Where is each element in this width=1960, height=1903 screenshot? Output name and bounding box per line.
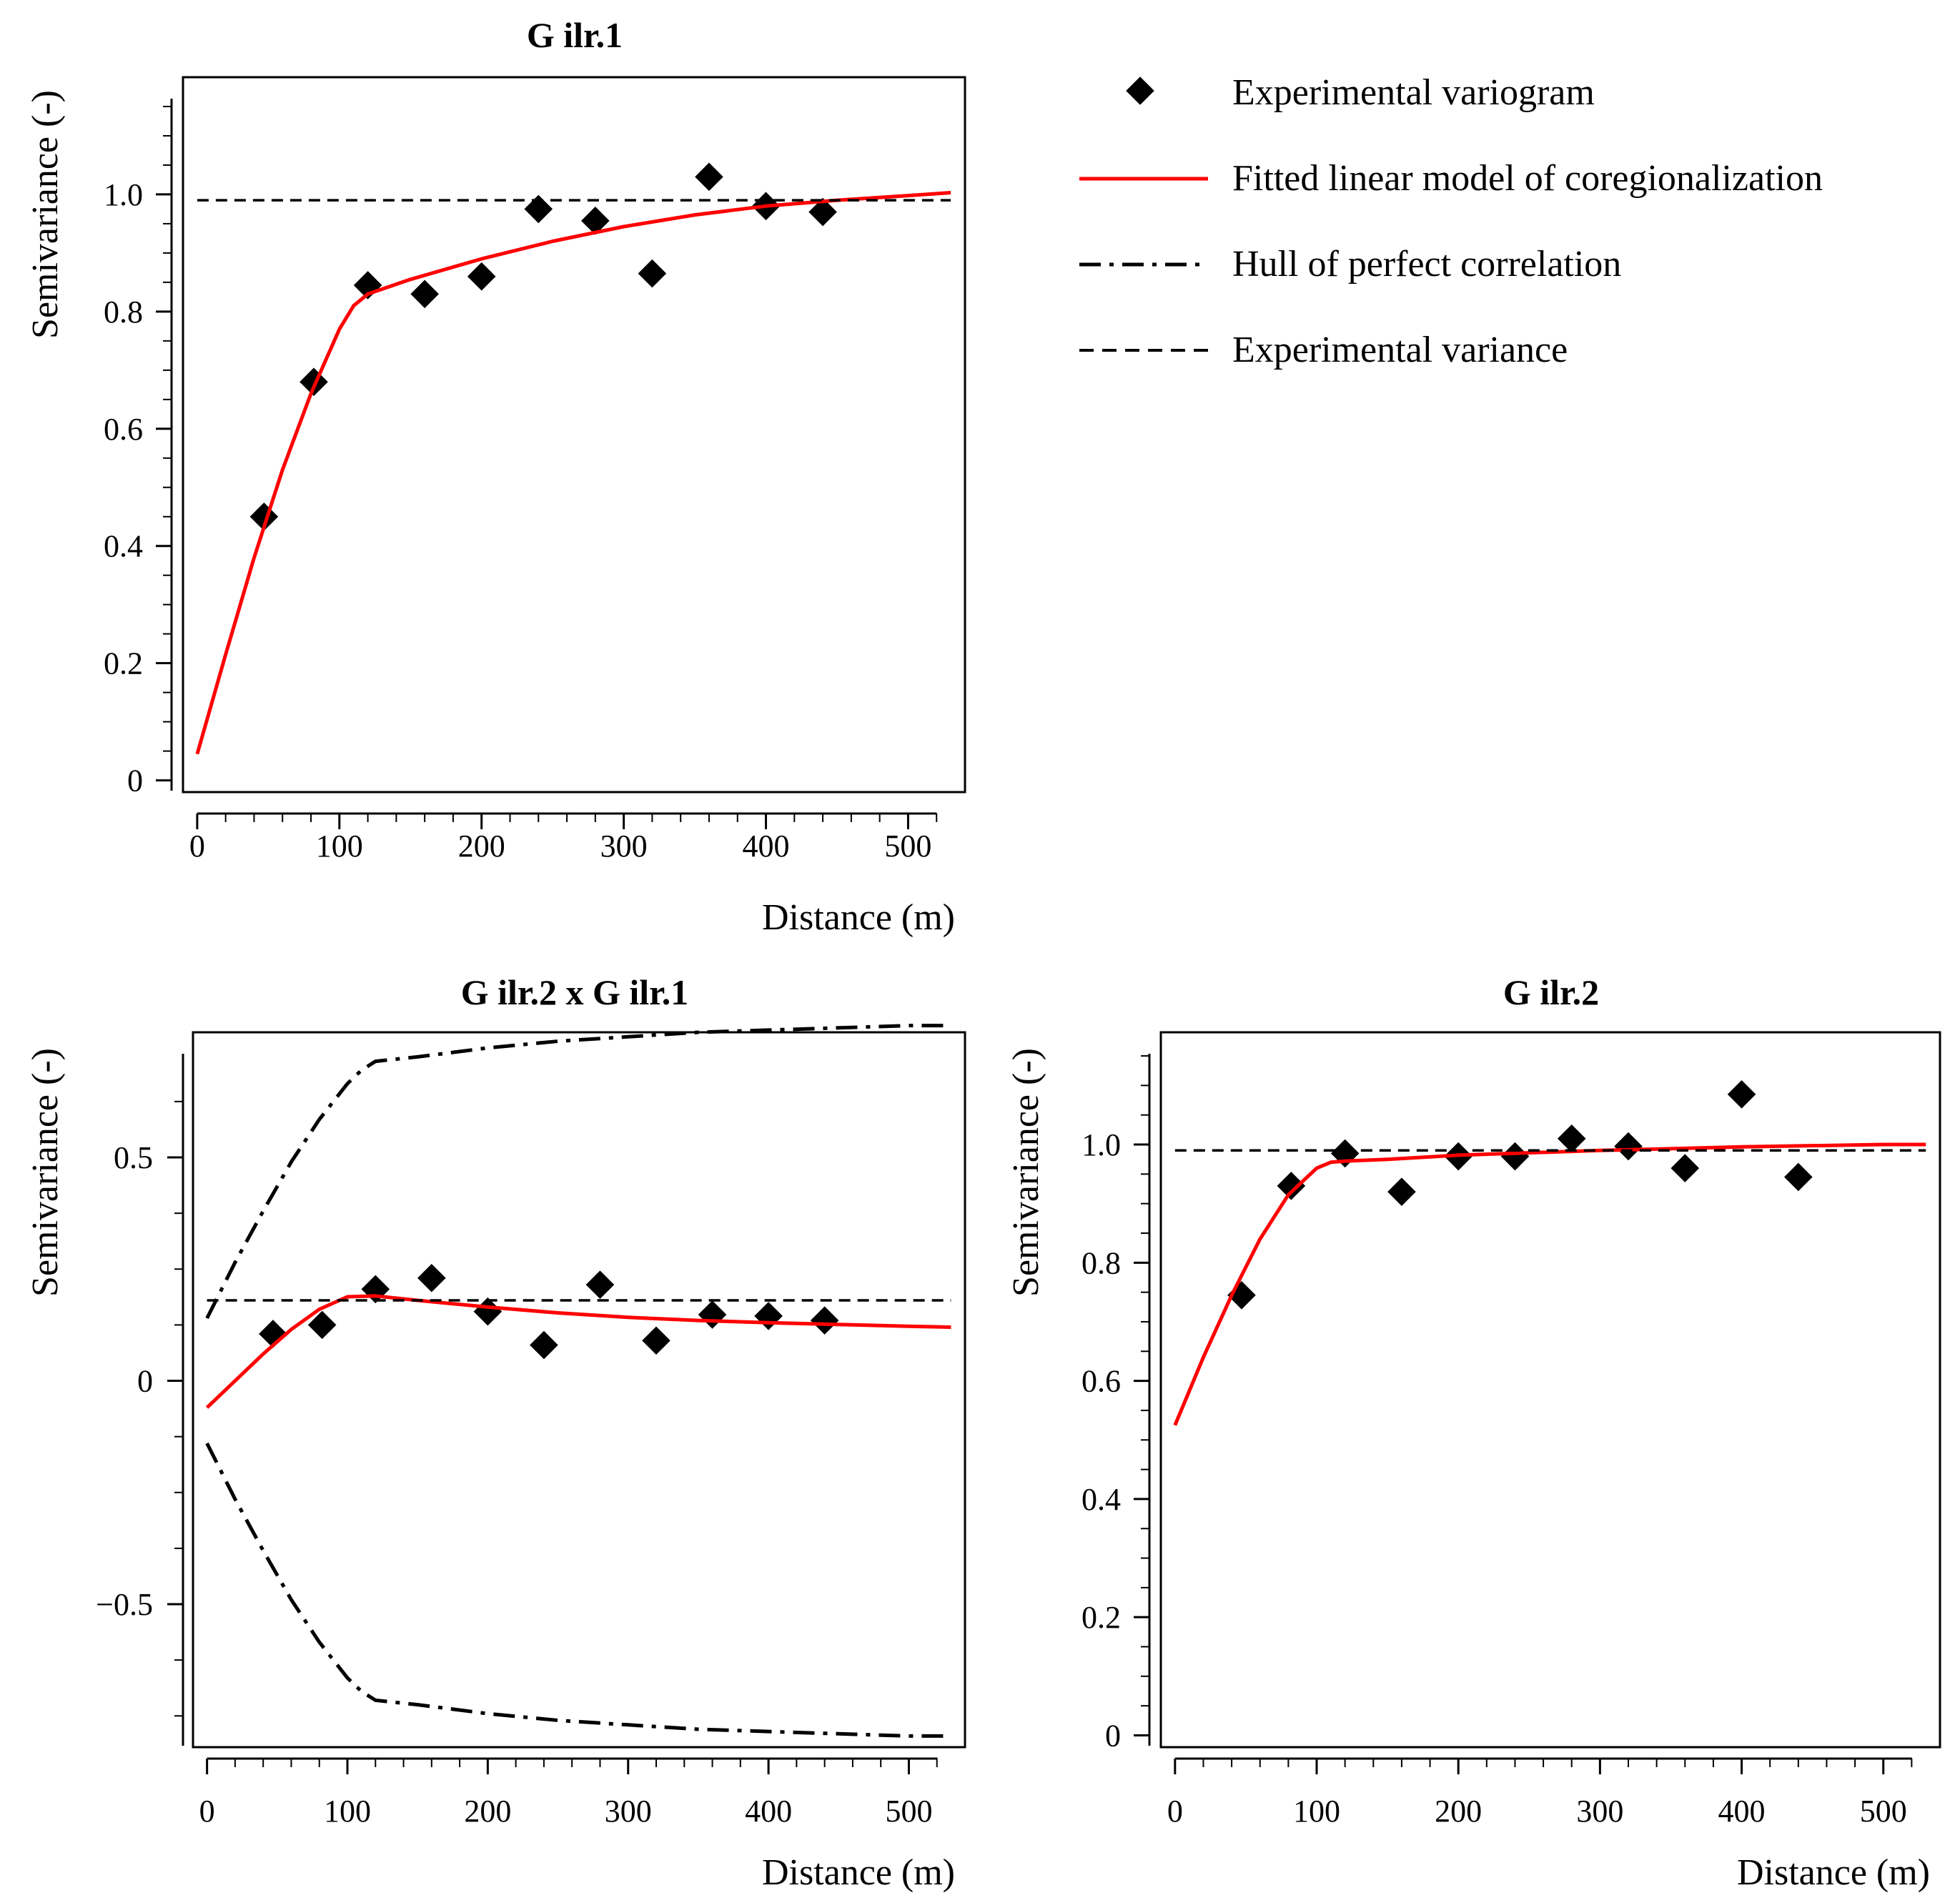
hull-line (205, 1442, 951, 1738)
y-tick-label: 0 (127, 763, 143, 799)
data-point (1784, 1162, 1813, 1192)
y-tick-label: 0.2 (1082, 1600, 1121, 1635)
legend-diamond-marker (1126, 76, 1154, 105)
data-point (473, 1297, 503, 1326)
y-tick-label: 0 (1105, 1718, 1121, 1753)
panel-g-ilr1: G ilr.1 0 100 200 300 400 500 0 0.2 0.4 0.6 0.8 1.0… (25, 15, 966, 938)
x-tick-label: 500 (885, 1794, 932, 1829)
x-tick-label: 0 (199, 1794, 215, 1829)
y-tick-label: 0.8 (1082, 1245, 1121, 1280)
legend-label-experimental: Experimental variogram (1232, 72, 1595, 113)
x-tick-label: 500 (1860, 1794, 1907, 1829)
x-axis-label: Distance (m) (1737, 1852, 1930, 1893)
legend-item-experimental: Experimental variogram (1126, 72, 1595, 113)
plot-frame (1159, 1031, 1941, 1749)
x-tick-label: 400 (743, 829, 790, 864)
y-tick-label: 1.0 (1082, 1127, 1121, 1162)
data-point (638, 259, 667, 288)
plot-frame (182, 76, 966, 794)
panel-2-series (1173, 1079, 1926, 1426)
y-tick-label: 0 (137, 1364, 153, 1399)
y-tick-label: 0.6 (1082, 1364, 1121, 1399)
y-tick-label: 0.5 (114, 1140, 153, 1175)
data-point (524, 194, 553, 224)
chart-title: G ilr.1 (527, 15, 623, 55)
data-point (698, 1300, 727, 1329)
data-point (585, 1270, 615, 1299)
panel-1-ticks: 0 100 200 300 400 500 −0.5 0 0.5 (96, 1100, 938, 1829)
x-tick-label: 200 (464, 1794, 511, 1829)
legend-item-hull: Hull of perfect correlation (1079, 244, 1621, 285)
x-tick-label: 500 (884, 829, 931, 864)
data-point (1277, 1172, 1306, 1200)
data-point (754, 1302, 783, 1330)
y-tick-label: 0.8 (104, 295, 143, 330)
x-tick-label: 300 (605, 1794, 652, 1829)
y-tick-label: 0.4 (104, 529, 143, 564)
x-tick-label: 0 (189, 829, 205, 864)
x-tick-label: 200 (458, 829, 505, 864)
legend-label-model: Fitted linear model of coregionalization (1232, 158, 1823, 199)
panel-0-ticks: 0 100 200 300 400 500 0 0.2 0.4 0.6 0.8 1.0 (104, 105, 938, 864)
data-point (1500, 1142, 1530, 1171)
legend: Experimental variogram Fitted linear mod… (1079, 72, 1823, 370)
data-point (417, 1263, 446, 1292)
x-axis-label: Distance (m) (762, 897, 955, 938)
data-point (1387, 1177, 1416, 1206)
panel-2-axes (1148, 1054, 1912, 1760)
legend-item-variance: Experimental variance (1079, 330, 1568, 370)
data-point (467, 262, 496, 291)
chart-title: G ilr.2 (1503, 972, 1599, 1012)
data-point (581, 207, 610, 235)
y-tick-label: 1.0 (104, 177, 143, 212)
data-point (810, 1306, 839, 1335)
panel-2-ticks: 0 100 200 300 400 500 0 0.2 0.4 0.6 0.8 1.0 (1082, 1055, 1913, 1829)
legend-label-hull: Hull of perfect correlation (1232, 244, 1621, 285)
data-point (300, 367, 328, 397)
x-tick-label: 100 (324, 1794, 371, 1829)
y-tick-label: −0.5 (96, 1587, 153, 1622)
panel-g-ilr2: G ilr.2 0 100 200 300 400 500 0 0.2 0.4 0.6 0.8 1.0… (1006, 972, 1941, 1893)
x-tick-label: 300 (600, 829, 648, 864)
y-tick-label: 0.6 (104, 412, 143, 447)
x-axis-label: Distance (m) (762, 1852, 955, 1893)
data-point (1614, 1132, 1643, 1161)
chart-title: G ilr.2 x G ilr.1 (461, 972, 689, 1012)
panel-0-series (195, 162, 951, 755)
legend-item-model: Fitted linear model of coregionalization (1079, 158, 1823, 199)
plot-frame (192, 1031, 966, 1749)
data-point (695, 162, 723, 192)
legend-label-variance: Experimental variance (1232, 330, 1568, 370)
data-point (410, 280, 439, 309)
data-point (1671, 1154, 1700, 1182)
data-point (1727, 1079, 1756, 1109)
panel-1-series (205, 1024, 951, 1738)
y-axis-label: Semivariance (-) (1006, 1048, 1046, 1297)
y-axis-label: Semivariance (-) (25, 90, 66, 339)
x-tick-label: 0 (1167, 1794, 1183, 1829)
hull-line (205, 1024, 951, 1320)
x-tick-label: 400 (1718, 1794, 1766, 1829)
model-line (1173, 1142, 1926, 1426)
data-point (1557, 1124, 1586, 1153)
x-tick-label: 100 (1293, 1794, 1340, 1829)
x-tick-label: 100 (316, 829, 363, 864)
x-tick-label: 400 (745, 1794, 792, 1829)
data-point (530, 1330, 558, 1360)
y-tick-label: 0.2 (104, 646, 143, 681)
data-point (642, 1326, 670, 1355)
panel-g-ilr2-x-g-ilr1: G ilr.2 x G ilr.1 0 100 200 300 400 500−0.500… (25, 972, 966, 1893)
model-line (195, 191, 951, 755)
model-line (205, 1294, 951, 1409)
x-tick-label: 300 (1576, 1794, 1623, 1829)
y-axis-label: Semivariance (-) (25, 1048, 66, 1297)
data-point (361, 1275, 390, 1304)
panel-1-axes (182, 1054, 938, 1760)
y-tick-label: 0.4 (1082, 1482, 1121, 1517)
x-tick-label: 200 (1435, 1794, 1482, 1829)
